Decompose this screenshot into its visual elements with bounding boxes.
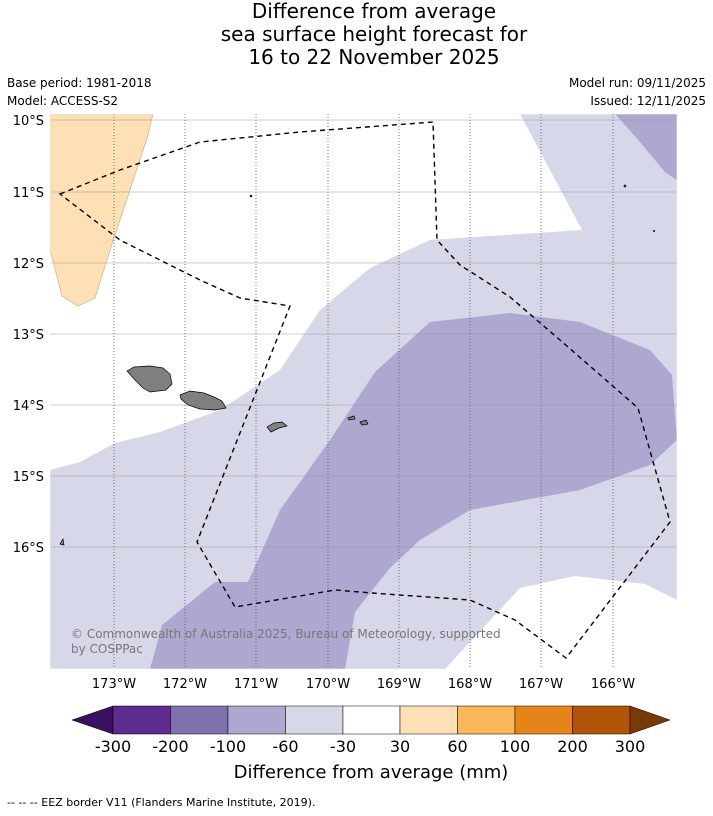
colorbar-segment [572,705,631,735]
colorbar-segment [399,705,458,735]
lat-label: 15°S [13,470,44,485]
colorbar-tick: 100 [500,737,531,756]
lon-label: 170°W [306,677,350,692]
upolu-island [179,390,227,411]
colorbar-segment [514,705,573,735]
lat-label: 14°S [13,399,44,414]
small-atoll-2 [623,184,627,188]
model-name: Model: ACCESS-S2 [7,94,119,108]
colorbar-segment [285,705,344,735]
anomaly-band-medium-purple-northeast [615,114,677,180]
map-title: Difference from average sea surface heig… [0,0,713,69]
lon-label: 172°W [163,677,207,692]
colorbar-segment [342,705,401,735]
colorbar-tick: -200 [152,737,188,756]
lat-label: 13°S [13,328,44,343]
colorbar-tick-labels: -300 -200 -100 -60 -30 30 60 100 200 300 [95,737,645,756]
colorbar-tick: 200 [557,737,588,756]
longitude-labels: 173°W 172°W 171°W 170°W 169°W 168°W 167°… [92,677,635,692]
lon-label: 166°W [591,677,635,692]
lat-label: 12°S [13,257,44,272]
model-run: Model run: 09/11/2025 [568,76,706,90]
credit-line-1: © Commonwealth of Australia 2025, Bureau… [71,627,501,641]
lon-label: 173°W [92,677,136,692]
colorbar-segment [227,705,286,735]
lon-label: 171°W [234,677,278,692]
lon-label: 169°W [377,677,421,692]
anomaly-band-near-normal-south [445,576,677,669]
savaii-island [126,365,173,393]
ofu-island [347,415,356,421]
tutuila-island [266,421,288,433]
map-frame [49,113,678,670]
colorbar: -300 -200 -100 -60 -30 30 60 100 200 300… [71,705,671,783]
longitude-gridlines [113,114,614,669]
colorbar-tick: 300 [615,737,646,756]
anomaly-band-near-normal-north [50,114,582,470]
map-plot-area: © Commonwealth of Australia 2025, Bureau… [50,114,677,669]
lat-label: 10°S [13,114,44,129]
colorbar-label: Difference from average (mm) [234,762,509,783]
colorbar-tick: -30 [330,737,356,756]
title-line-2: sea surface height forecast for [220,22,528,46]
colorbar-segment [112,705,171,735]
colorbar-segment [170,705,229,735]
title-line-3: 16 to 22 November 2025 [248,45,500,69]
colorbar-segment [457,705,516,735]
small-atoll-1 [249,194,253,198]
lat-label: 11°S [13,186,44,201]
tau-island [359,419,369,426]
issued-date: Issued: 12/11/2025 [590,94,706,108]
colorbar-tick: 30 [390,737,410,756]
anomaly-band-light-orange [50,114,154,307]
latitude-gridlines [50,119,677,548]
colorbar-tick: -100 [210,737,246,756]
credit-line-2: by COSPPac [71,642,143,656]
map-figure: © Commonwealth of Australia 2025, Bureau… [13,113,678,783]
anomaly-band-medium-purple-south [150,313,677,669]
colorbar-tick: 60 [447,737,467,756]
meta-right: Model run: 09/11/2025 Issued: 12/11/2025 [569,74,706,110]
eez-boundary-samoa [58,121,671,659]
meta-left: Base period: 1981-2018 Model: ACCESS-S2 [7,74,152,110]
small-atoll-3 [652,229,656,233]
islands [59,184,656,546]
colorbar-tick: -60 [272,737,298,756]
colorbar-arrow-high [629,705,671,735]
lat-label: 16°S [13,541,44,556]
lon-label: 168°W [448,677,492,692]
lon-label: 167°W [519,677,563,692]
colorbar-arrow-low [71,705,114,735]
eez-legend-note: -- -- -- EEZ border V11 (Flanders Marine… [7,796,316,809]
eez-borders [58,121,671,659]
small-atoll-4 [59,538,65,546]
latitude-labels: 10°S 11°S 12°S 13°S 14°S 15°S 16°S [13,114,44,556]
title-line-1: Difference from average [251,0,497,23]
colorbar-segments [71,705,671,735]
colorbar-tick: -300 [95,737,131,756]
base-period: Base period: 1981-2018 [7,76,152,90]
